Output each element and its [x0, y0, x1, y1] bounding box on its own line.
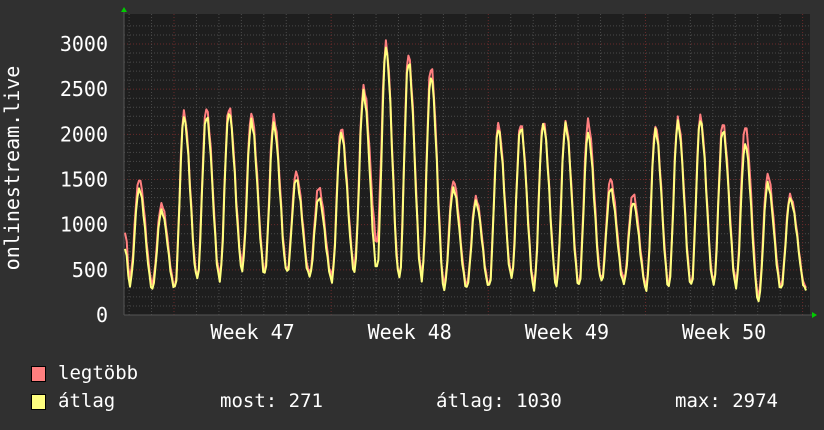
x-tick-label: Week 48: [368, 320, 452, 344]
legend-label-max: legtöbb: [58, 362, 139, 384]
y-tick-label: 2000: [60, 122, 108, 146]
y-tick-label: 500: [72, 258, 108, 282]
legend-swatch-max: [31, 366, 46, 382]
y-axis-arrow: [121, 7, 127, 12]
y-axis-label: onlinestream.live: [0, 66, 24, 271]
stat-now: most: 271: [220, 390, 323, 412]
plot-area: [124, 14, 810, 315]
x-tick-label: Week 50: [682, 320, 766, 344]
series-line-avg: [124, 46, 807, 303]
series-lines: [124, 39, 807, 303]
stat-average: átlag: 1030: [436, 390, 562, 412]
y-tick-label: 3000: [60, 32, 108, 56]
x-tick-labels: Week 47 Week 48 Week 49 Week 50: [210, 320, 766, 344]
y-tick-label: 0: [96, 303, 108, 327]
y-tick-label: 2500: [60, 77, 108, 101]
y-tick-label: 1500: [60, 168, 108, 192]
x-axis-arrow: [812, 312, 817, 318]
y-tick-labels: 0 500 1000 1500 2000 2500 3000: [60, 32, 108, 327]
x-tick-label: Week 47: [210, 320, 294, 344]
x-tick-label: Week 49: [525, 320, 609, 344]
legend-swatch-avg: [31, 394, 46, 410]
stat-max: max: 2974: [675, 390, 778, 412]
y-tick-label: 1000: [60, 213, 108, 237]
grid: [123, 12, 812, 316]
legend-label-avg: átlag: [58, 390, 116, 412]
